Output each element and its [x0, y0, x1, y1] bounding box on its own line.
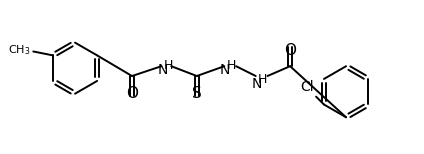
Text: H: H: [258, 73, 267, 86]
Text: O: O: [126, 86, 138, 101]
Text: H: H: [226, 59, 236, 72]
Text: N: N: [251, 77, 262, 91]
Text: S: S: [192, 86, 202, 101]
Text: H: H: [164, 59, 173, 72]
Text: N: N: [157, 63, 167, 77]
Text: N: N: [220, 63, 231, 77]
Text: Cl: Cl: [301, 80, 314, 94]
Text: CH$_3$: CH$_3$: [8, 44, 31, 57]
Text: O: O: [284, 43, 296, 58]
